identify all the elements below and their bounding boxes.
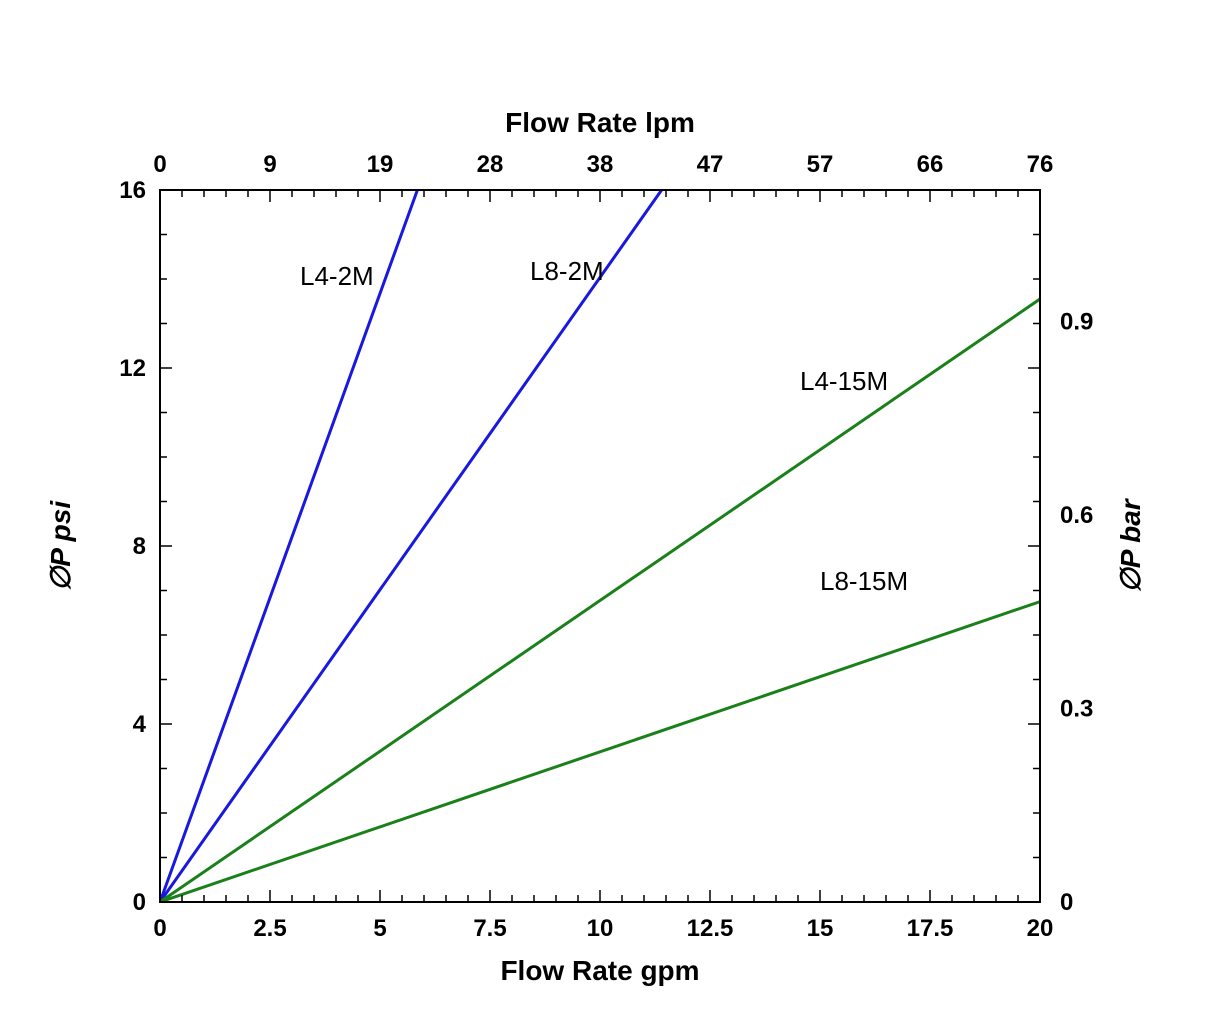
y-right-tick-label: 0.3 bbox=[1060, 695, 1093, 722]
x-bottom-tick-label: 2.5 bbox=[253, 915, 286, 942]
x-top-tick-label: 76 bbox=[1027, 151, 1054, 178]
x-bottom-tick-label: 10 bbox=[587, 915, 614, 942]
y-left-tick-label: 8 bbox=[133, 533, 146, 560]
x-top-tick-label: 28 bbox=[477, 151, 504, 178]
x-top-tick-label: 47 bbox=[697, 151, 724, 178]
y-right-tick-label: 0.9 bbox=[1060, 308, 1093, 335]
x-axis-bottom-title: Flow Rate gpm bbox=[500, 955, 699, 986]
x-bottom-tick-label: 7.5 bbox=[473, 915, 506, 942]
series-label-L4-15M: L4-15M bbox=[800, 366, 888, 396]
y-right-tick-label: 0.6 bbox=[1060, 502, 1093, 529]
y-axis-left-title: ∅P psi bbox=[45, 500, 76, 591]
y-left-tick-label: 12 bbox=[119, 355, 146, 382]
y-left-tick-label: 0 bbox=[133, 889, 146, 916]
x-axis-top-title: Flow Rate lpm bbox=[505, 107, 695, 138]
x-top-tick-label: 57 bbox=[807, 151, 834, 178]
y-axis-right-title: ∅P bar bbox=[1115, 497, 1146, 592]
chart-svg: 0 2.5 5 7.5 10 12.5 15 17.5 20 Flow Rate gpm 0 9 19 2… bbox=[0, 0, 1214, 1018]
x-top-tick-label: 38 bbox=[587, 151, 614, 178]
x-top-tick-label: 0 bbox=[153, 151, 166, 178]
x-bottom-tick-label: 12.5 bbox=[687, 915, 734, 942]
y-left-tick-label: 16 bbox=[119, 177, 146, 204]
x-top-tick-label: 9 bbox=[263, 151, 276, 178]
series-label-L8-2M: L8-2M bbox=[530, 256, 604, 286]
series-label-L4-2M: L4-2M bbox=[300, 261, 374, 291]
x-bottom-tick-label: 17.5 bbox=[907, 915, 954, 942]
x-bottom-tick-label: 5 bbox=[373, 915, 386, 942]
x-top-tick-label: 66 bbox=[917, 151, 944, 178]
x-top-tick-label: 19 bbox=[367, 151, 394, 178]
pressure-flow-chart: 0 2.5 5 7.5 10 12.5 15 17.5 20 Flow Rate gpm 0 9 19 2… bbox=[0, 0, 1214, 1018]
y-right-tick-label: 0 bbox=[1060, 889, 1073, 916]
y-left-tick-label: 4 bbox=[133, 711, 147, 738]
x-bottom-tick-label: 15 bbox=[807, 915, 834, 942]
x-bottom-tick-label: 20 bbox=[1027, 915, 1054, 942]
x-bottom-tick-label: 0 bbox=[153, 915, 166, 942]
series-label-L8-15M: L8-15M bbox=[820, 566, 908, 596]
